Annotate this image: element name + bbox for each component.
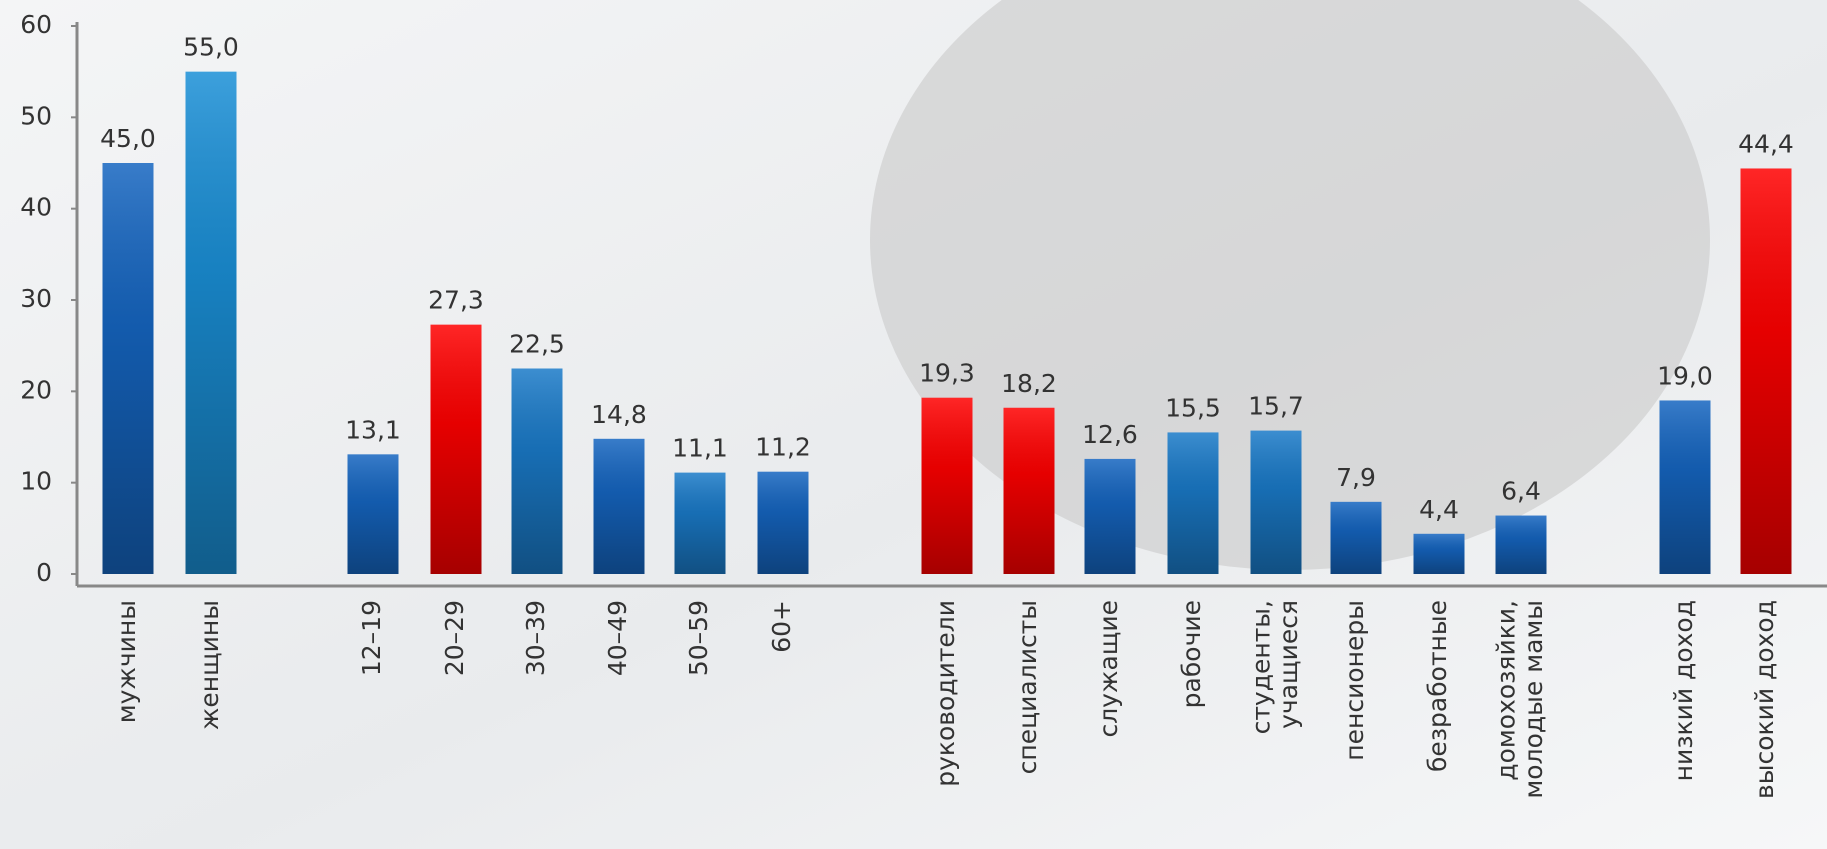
y-tick-label: 0	[36, 558, 52, 587]
bar	[102, 163, 154, 574]
bar	[757, 471, 809, 574]
value-label: 27,3	[428, 286, 484, 315]
bar	[1495, 515, 1547, 574]
bar	[1003, 407, 1055, 574]
value-label: 44,4	[1738, 129, 1794, 158]
bar	[1413, 533, 1465, 574]
x-tick-label: безработные	[1423, 600, 1452, 772]
bar	[1084, 458, 1136, 574]
bar	[1250, 430, 1302, 574]
value-label: 11,2	[755, 433, 811, 462]
y-tick-label: 50	[20, 101, 52, 130]
value-label: 12,6	[1082, 420, 1138, 449]
value-label: 6,4	[1501, 477, 1541, 506]
x-tick-label: 40–49	[603, 600, 632, 676]
bar	[674, 472, 726, 574]
bar	[430, 324, 482, 574]
value-label: 15,7	[1248, 392, 1304, 421]
x-tick-label: низкий доход	[1669, 600, 1698, 781]
x-tick-label: мужчины	[112, 600, 141, 723]
y-tick-label: 40	[20, 193, 52, 222]
bar	[593, 438, 645, 574]
bar	[347, 454, 399, 574]
x-tick-label: домохозяйки,молодые мамы	[1491, 600, 1548, 799]
value-label: 14,8	[591, 400, 647, 429]
value-label: 11,1	[672, 434, 728, 463]
value-label: 18,2	[1001, 369, 1057, 398]
bar	[1740, 168, 1792, 575]
x-tick-label: 20–29	[440, 600, 469, 676]
x-tick-label: руководители	[931, 600, 960, 787]
value-label: 55,0	[183, 33, 239, 62]
x-tick-label: женщины	[195, 600, 224, 730]
bar	[511, 368, 563, 574]
x-tick-label: пенсионеры	[1340, 600, 1369, 761]
value-label: 13,1	[345, 415, 401, 444]
x-tick-label: специалисты	[1013, 600, 1042, 774]
x-tick-label: высокий доход	[1750, 600, 1779, 799]
x-tick-label: рабочие	[1177, 600, 1206, 708]
bar	[185, 71, 237, 575]
background-shape	[870, 0, 1710, 570]
value-label: 45,0	[100, 124, 156, 153]
value-label: 19,0	[1657, 361, 1713, 390]
x-tick-label: служащие	[1094, 600, 1123, 738]
value-label: 7,9	[1336, 463, 1376, 492]
bar	[1659, 400, 1711, 574]
bar	[1330, 501, 1382, 574]
x-tick-label: 12–19	[357, 600, 386, 676]
value-label: 22,5	[509, 330, 565, 359]
x-tick-label: 30–39	[521, 600, 550, 676]
value-label: 19,3	[919, 359, 975, 388]
y-tick-label: 10	[20, 467, 52, 496]
value-label: 15,5	[1165, 393, 1221, 422]
value-label: 4,4	[1419, 495, 1459, 524]
x-tick-label: 60+	[767, 600, 796, 653]
y-tick-label: 30	[20, 284, 52, 313]
y-tick-label: 20	[20, 375, 52, 404]
bar	[1167, 432, 1219, 574]
x-tick-label: 50–59	[684, 600, 713, 676]
y-tick-label: 60	[20, 10, 52, 39]
x-tick-label: студенты,учащиеся	[1246, 600, 1303, 734]
bar	[921, 397, 973, 574]
